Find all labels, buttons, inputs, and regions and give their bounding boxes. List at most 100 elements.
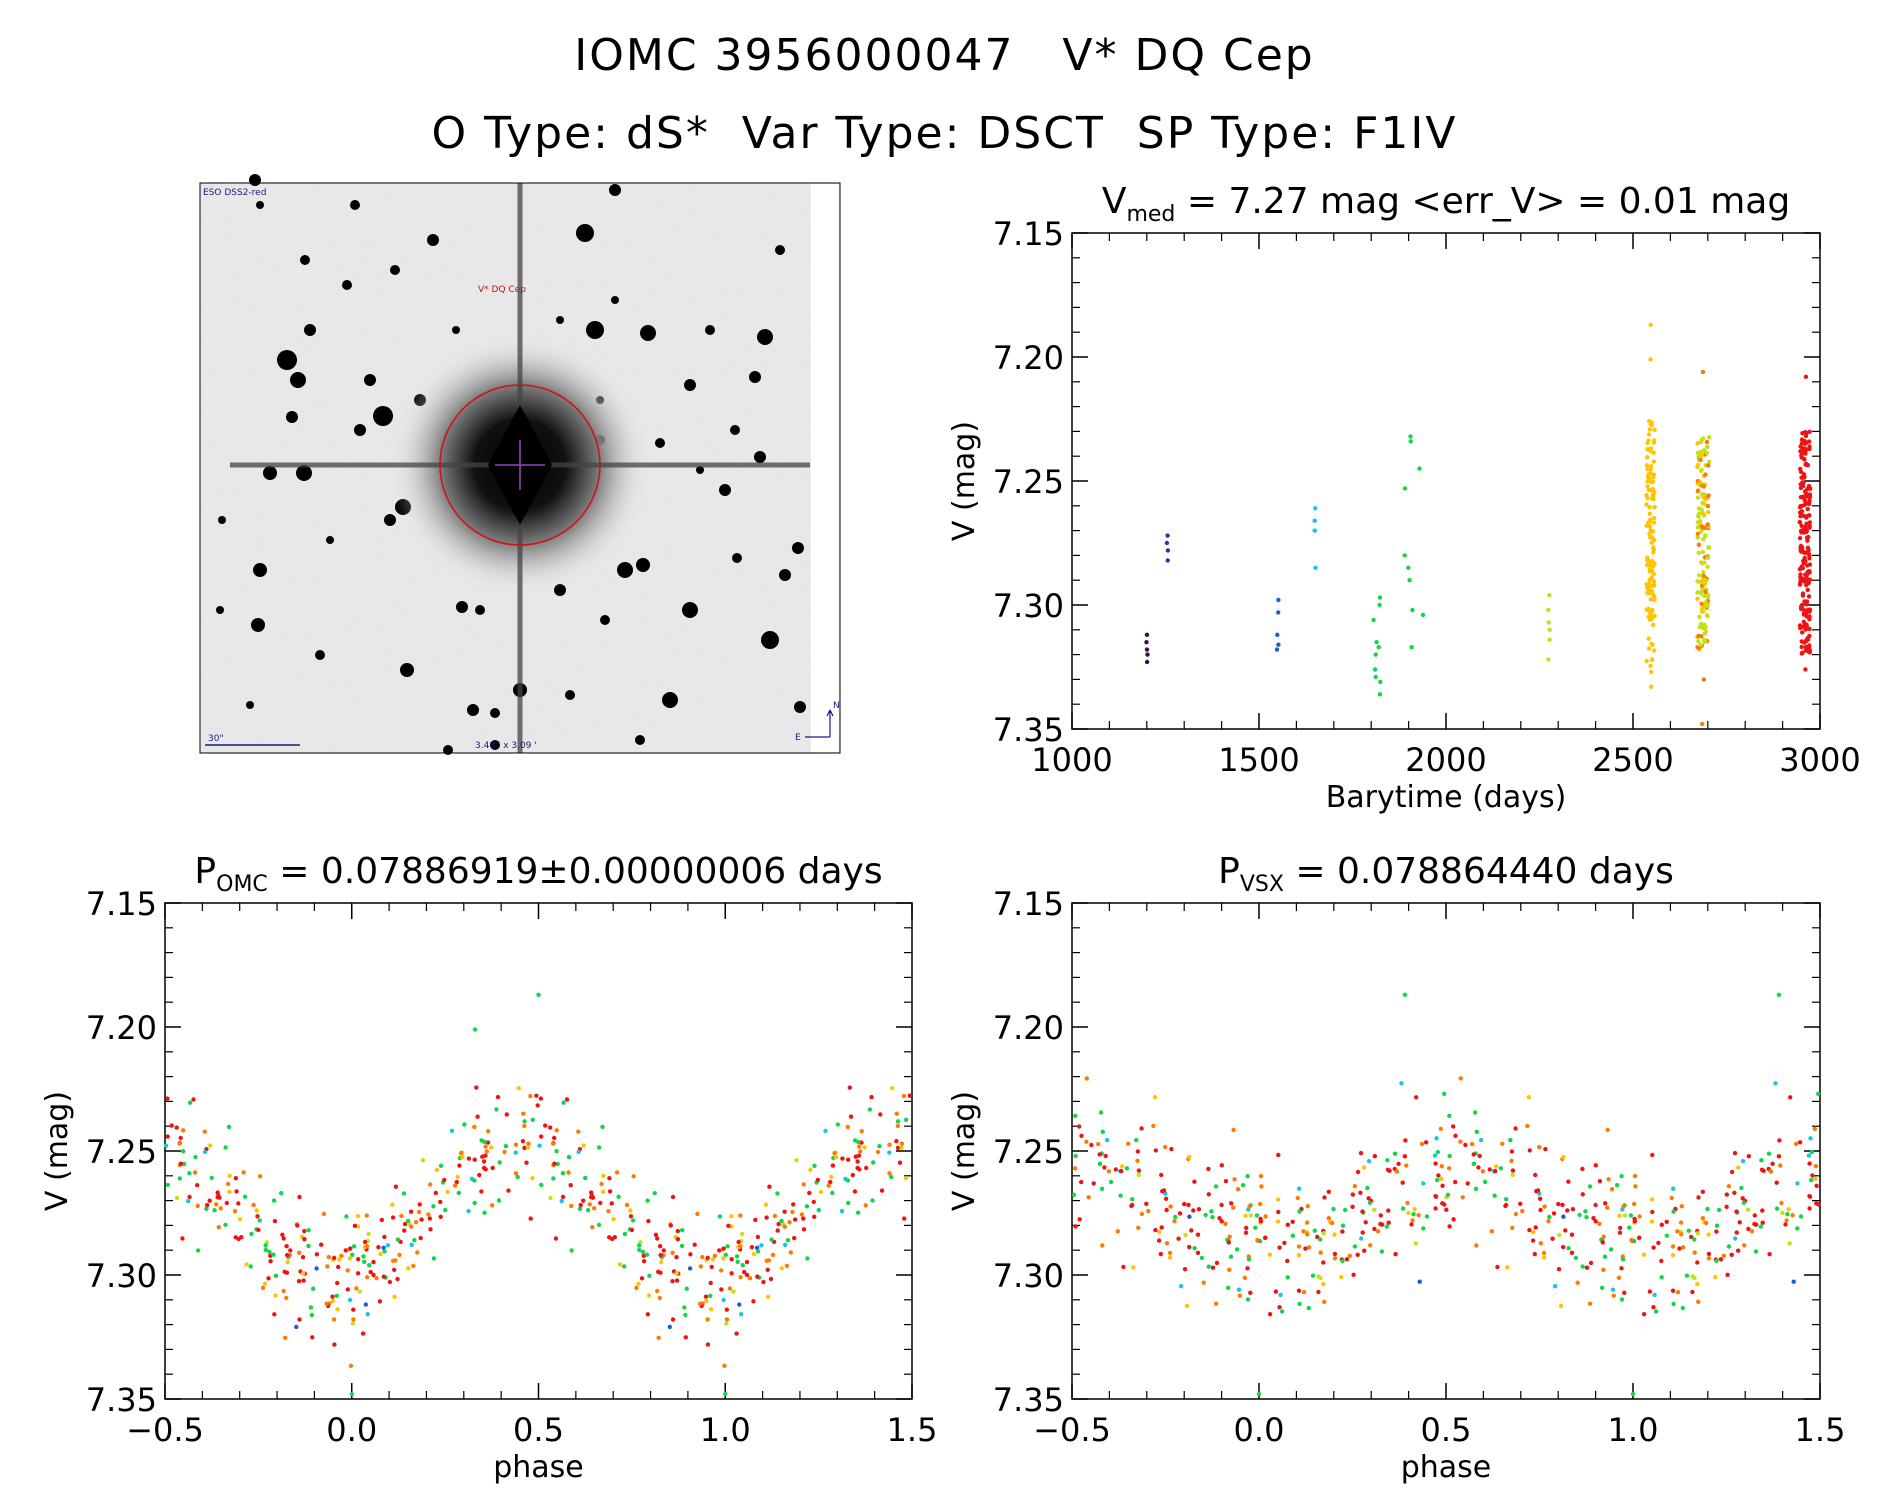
data-point — [1724, 1192, 1730, 1197]
data-point — [1509, 1158, 1514, 1164]
data-point — [1776, 1154, 1782, 1159]
data-point — [1650, 493, 1656, 498]
data-point — [1503, 1203, 1508, 1209]
data-point — [1546, 620, 1551, 625]
data-point — [1797, 519, 1803, 525]
data-point — [280, 1232, 285, 1238]
data-point — [1421, 1181, 1426, 1186]
data-point — [1231, 1127, 1236, 1133]
data-point — [1801, 495, 1806, 500]
data-point — [599, 1181, 604, 1187]
data-point — [1263, 1235, 1268, 1240]
data-point — [1593, 1202, 1598, 1208]
data-point — [655, 1288, 660, 1294]
data-point — [401, 1191, 407, 1196]
data-point — [1326, 1216, 1332, 1221]
data-point — [1310, 1273, 1316, 1278]
star — [754, 451, 766, 463]
data-point — [241, 1170, 246, 1175]
data-point — [859, 1140, 864, 1145]
data-point — [1644, 463, 1650, 468]
data-point — [236, 1201, 241, 1206]
data-point — [561, 1100, 566, 1105]
data-point — [1705, 503, 1711, 509]
data-point — [1278, 1292, 1283, 1298]
data-point — [1645, 466, 1650, 472]
data-point — [1173, 1214, 1178, 1220]
data-point — [1530, 1238, 1536, 1243]
data-point — [1575, 1280, 1580, 1285]
data-point — [1350, 1192, 1356, 1197]
data-point — [1331, 1206, 1336, 1212]
data-point — [1570, 1207, 1576, 1212]
data-point — [1199, 1255, 1205, 1261]
data-point — [804, 1204, 810, 1209]
data-point — [1622, 1213, 1628, 1218]
data-point — [1647, 511, 1653, 516]
data-point — [494, 1107, 499, 1112]
data-point — [296, 1279, 302, 1284]
data-point — [1804, 501, 1809, 506]
data-point — [1558, 1303, 1564, 1309]
data-point — [1664, 1219, 1669, 1225]
data-point — [1084, 1139, 1089, 1144]
data-point — [895, 1123, 900, 1129]
data-point — [1527, 1148, 1533, 1153]
data-point — [364, 1213, 369, 1218]
data-point — [1587, 1184, 1593, 1189]
x-tick-label: 0.0 — [326, 1411, 377, 1449]
data-point — [1584, 1215, 1589, 1220]
data-point — [1645, 484, 1650, 489]
data-point — [670, 1194, 676, 1200]
data-point — [1406, 1210, 1411, 1216]
data-point — [1124, 1166, 1130, 1171]
data-point — [1256, 1391, 1262, 1397]
data-point — [738, 1244, 743, 1249]
data-point — [1798, 604, 1804, 609]
data-point — [1714, 1223, 1720, 1228]
star — [218, 516, 226, 524]
plot-title: PVSX = 0.078864440 days — [1218, 851, 1674, 897]
data-point — [325, 1264, 330, 1269]
data-point — [784, 1263, 790, 1269]
data-point — [1649, 423, 1655, 428]
data-point — [363, 1302, 368, 1307]
data-point — [548, 1195, 553, 1201]
x-tick-label: 1000 — [1031, 741, 1112, 779]
data-point — [226, 1124, 232, 1130]
y-tick-label: 7.30 — [993, 587, 1064, 625]
data-point — [1543, 1146, 1548, 1152]
data-point — [528, 1093, 533, 1099]
data-point — [1372, 667, 1378, 672]
data-point — [1526, 1095, 1532, 1100]
data-point — [1644, 658, 1649, 664]
data-point — [462, 1122, 467, 1127]
data-point — [1240, 1183, 1246, 1188]
y-tick-label: 7.20 — [86, 1009, 157, 1047]
data-point — [1072, 1166, 1078, 1171]
data-point — [1126, 1141, 1131, 1147]
data-point — [740, 1231, 745, 1237]
data-point — [428, 1182, 433, 1187]
data-point — [585, 1208, 591, 1213]
data-point — [1701, 573, 1706, 578]
data-point — [1637, 1235, 1642, 1240]
data-point — [1363, 1220, 1368, 1225]
data-point — [392, 1267, 397, 1273]
data-point — [390, 1215, 396, 1220]
data-point — [629, 1227, 635, 1233]
star — [794, 701, 806, 713]
data-point — [833, 1155, 839, 1160]
data-point — [1696, 573, 1702, 578]
data-point — [1588, 1260, 1594, 1266]
data-point — [1386, 1208, 1391, 1213]
data-point — [1650, 614, 1656, 619]
data-point — [616, 1194, 621, 1200]
data-point — [506, 1188, 511, 1193]
data-point — [1267, 1252, 1273, 1257]
data-point — [1460, 1195, 1465, 1200]
data-point — [330, 1294, 335, 1299]
data-point — [1359, 1236, 1364, 1241]
data-point — [1619, 1174, 1624, 1179]
data-point — [352, 1223, 358, 1229]
